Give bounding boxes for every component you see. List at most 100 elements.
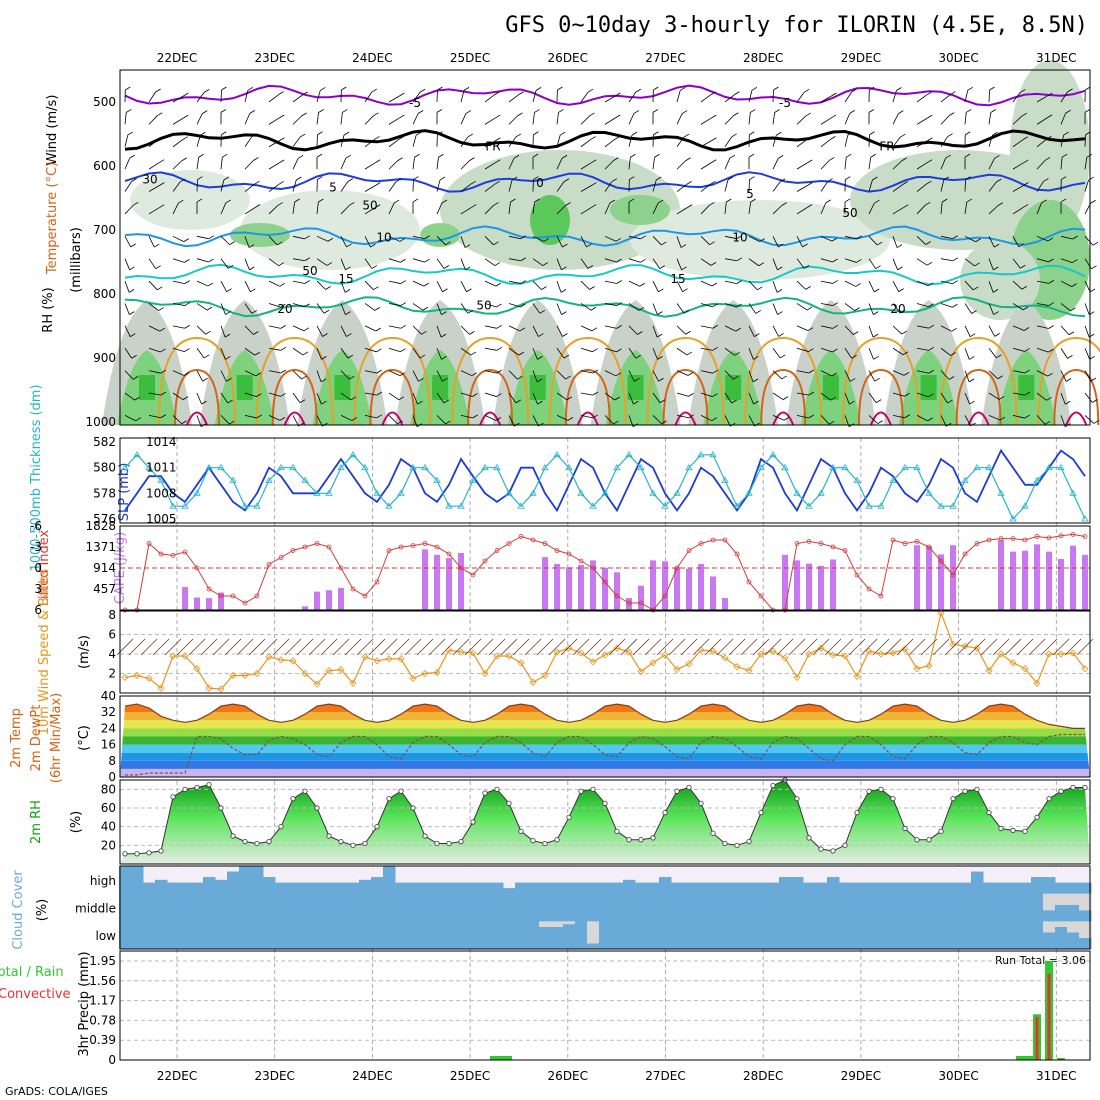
cloud-cell-low [995,921,1008,950]
cloud-level-high: high [90,874,116,888]
wind-barb [388,235,401,242]
wind-barb-10m [956,638,974,656]
temp-band-1 [120,760,1090,769]
wind-barb [532,235,545,242]
lifted-index-point [686,548,692,553]
wind-barb-flag [467,309,474,314]
wind-barb-flag [323,309,330,314]
wind-barb-flag [417,110,424,114]
wind-speed-point [1009,659,1017,667]
cloud-cell-middle [767,893,780,922]
wind-barb [316,370,322,383]
wind-barb-flag [829,157,835,161]
wind-barb [628,91,637,103]
wind-barb [916,94,927,103]
wind-barb-flag [225,311,231,315]
wind-speed-point [157,684,165,692]
wind-barb [820,370,832,377]
cloud-cell-middle [407,893,420,922]
wind-barb [916,236,927,245]
wind-barb-flag [778,155,784,159]
wind-barb [364,185,376,192]
wind-barb-flag [129,266,135,271]
wind-barb-flag [1071,283,1077,287]
wind-barb-flag [326,262,333,266]
cape-bar [674,567,680,610]
wind-barb [340,205,350,215]
wind-barb-flag [373,112,379,117]
cloud-cell-middle [1055,904,1068,922]
rh2m-point [1034,814,1040,820]
wind-barb [772,158,779,170]
cloud-cell-middle [335,893,348,922]
wind-barb [244,183,255,192]
wind-barb-flag [346,333,352,337]
wind-barb [748,303,757,314]
wind-barb-flag [654,153,660,158]
cloud-cell-middle [347,893,360,922]
lifted-index-point [182,549,188,555]
cloud-cell-high [179,882,192,895]
wind-barb-flag [807,327,814,332]
lifted-index-axis-label: Lifted Index [37,529,52,606]
wind-barb [844,113,851,125]
wind-barb [796,347,809,352]
thickness-point [1069,489,1077,496]
cloud-cell-high [887,882,900,895]
wind-barb-flag [154,243,160,248]
cloud-cell-middle [1079,910,1092,922]
wind-barb [796,415,809,419]
precip-ytick-1.95: 1.95 [89,954,116,968]
li-ytick-0: 0 [34,561,42,575]
wind-barb-flag [304,257,311,262]
wind-speed-point [193,665,201,673]
contour-label-t_5_b: 5 [746,187,754,201]
wind-barb-flag [659,265,665,269]
wind-barb [508,280,521,284]
wind-barb-flag [277,202,283,206]
lifted-index-point [914,539,920,544]
wind-barb [532,258,544,266]
wind-barb-flag [874,288,880,293]
wind-barb [748,258,759,267]
wind-barb-flag [183,372,190,376]
wind-barb-flag [130,243,136,248]
wind-speed-point [337,666,345,674]
cloud-cell-low [143,921,156,950]
lifted-index-point [710,537,716,543]
wind-barb-flag [855,283,861,287]
wind-barb-10m [152,638,170,656]
wind-barb [196,235,209,240]
wind-barb-flag [519,327,526,332]
wind-barb [1036,325,1049,329]
wind-barb-flag [686,351,693,356]
thickness-point [121,463,129,471]
wind-barb [916,140,928,148]
wind-barb-10m [404,638,422,656]
wind-barb [700,280,713,287]
wind-barb-10m [212,638,230,656]
cloud-cell-high [755,882,768,895]
wind-barb-flag [613,420,619,425]
rh2m-point [338,838,344,845]
wind-barb-flag [347,354,354,359]
wind-barb [844,91,852,103]
wind-barb [1036,280,1049,284]
wind-barb [364,325,377,332]
wind-barb [484,117,496,125]
rh2m-point [146,850,152,856]
wind-barb-flag [901,330,907,335]
wind-barb-flag [1044,420,1051,425]
wind-barb [1036,138,1047,148]
wind-barb [796,325,809,332]
cloud-cell-low [959,921,972,950]
wind-barb-flag [635,88,642,93]
lifted-index-point [974,541,980,546]
cloud-cell-high [395,882,408,895]
wind-barb-flag [321,400,327,405]
wind-barb-flag [1084,109,1091,113]
wind-barb-flag [992,131,998,136]
lifted-index-point [998,536,1004,541]
wind-speed-point [625,648,633,656]
wind-barb [676,303,685,314]
